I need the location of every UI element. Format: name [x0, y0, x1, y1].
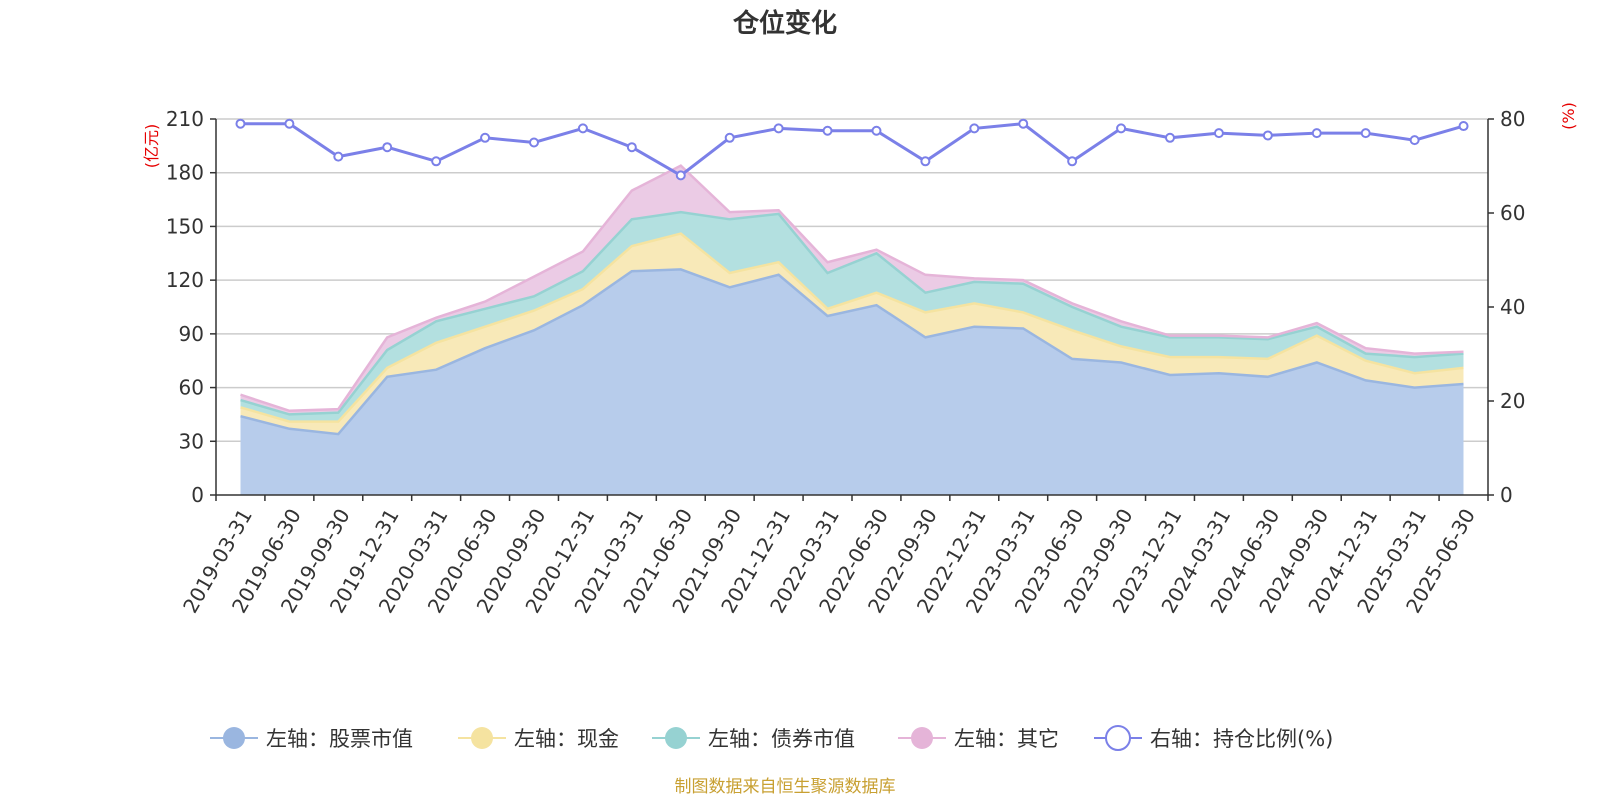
right-tick-label: 60 — [1500, 201, 1525, 225]
right-tick-label: 0 — [1500, 483, 1513, 507]
legend-marker — [665, 727, 687, 749]
ratio-point — [333, 151, 344, 162]
ratio-point — [1018, 118, 1029, 129]
area-左轴：债券市值 — [240, 212, 1464, 422]
left-tick-label: 150 — [166, 214, 204, 238]
ratio-point — [382, 142, 393, 153]
legend-marker — [1105, 725, 1131, 751]
legend-marker — [223, 727, 245, 749]
area-line-左轴：债券市值 — [240, 210, 1464, 416]
left-tick-label: 60 — [179, 376, 204, 400]
ratio-point — [480, 132, 491, 143]
ratio-point — [675, 170, 686, 181]
ratio-point — [1311, 128, 1322, 139]
legend-label: 左轴：其它 — [954, 727, 1059, 751]
area-左轴：现金 — [240, 233, 1464, 435]
right-tick-label: 40 — [1500, 295, 1525, 319]
ratio-point — [1409, 135, 1420, 146]
left-tick-label: 180 — [166, 161, 204, 185]
left-axis-unit: (亿元) — [142, 124, 161, 169]
source-note: 制图数据来自恒生聚源数据库 — [675, 777, 896, 797]
left-tick-label: 120 — [166, 268, 204, 292]
holding-ratio-series — [235, 118, 1469, 181]
ratio-point — [431, 156, 442, 167]
legend-label: 右轴：持仓比例(%) — [1150, 727, 1333, 751]
right-axis-unit: (%) — [1559, 102, 1578, 130]
left-tick-label: 210 — [166, 107, 204, 131]
area-左轴：股票市值 — [240, 269, 1464, 495]
ratio-point — [871, 125, 882, 136]
legend-marker — [911, 727, 933, 749]
ratio-point — [1360, 128, 1371, 139]
ratio-point — [1458, 121, 1469, 132]
right-tick-label: 20 — [1500, 389, 1525, 413]
area-line-左轴：其它 — [240, 164, 1464, 413]
ratio-point — [773, 123, 784, 134]
legend-label: 左轴：现金 — [514, 727, 619, 751]
right-tick-label: 80 — [1500, 107, 1525, 131]
area-line-左轴：股票市值 — [240, 268, 1464, 436]
ratio-point — [1262, 130, 1273, 141]
ratio-point — [235, 118, 246, 129]
chart-title: 仓位变化 — [732, 8, 837, 39]
ratio-point — [284, 118, 295, 129]
ratio-point — [920, 156, 931, 167]
legend-label: 左轴：债券市值 — [708, 727, 855, 751]
legend: 左轴：股票市值 左轴：现金 左轴：债券市值 左轴：其它 右轴：持仓比例(%) — [210, 725, 1333, 751]
ratio-point — [724, 132, 735, 143]
stacked-areas — [240, 164, 1464, 495]
ratio-point — [1213, 128, 1224, 139]
ratio-point — [529, 137, 539, 148]
ratio-point — [1165, 132, 1175, 143]
ratio-point — [1116, 123, 1127, 134]
ratio-point — [577, 123, 588, 134]
ratio-point — [969, 123, 980, 134]
left-tick-label: 90 — [179, 322, 204, 346]
area-line-左轴：现金 — [240, 232, 1464, 423]
ratio-point — [626, 142, 637, 153]
legend-label: 左轴：股票市值 — [266, 727, 413, 751]
legend-marker — [471, 727, 493, 749]
left-tick-label: 0 — [191, 483, 204, 507]
ratio-point — [822, 125, 833, 136]
ratio-line — [240, 122, 1464, 178]
left-tick-label: 30 — [179, 429, 204, 453]
ratio-point — [1067, 156, 1078, 167]
